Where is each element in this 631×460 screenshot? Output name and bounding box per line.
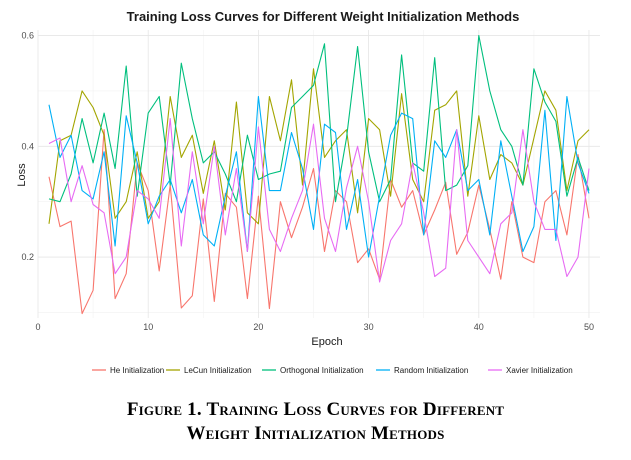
x-tick-label: 10 [143, 322, 153, 332]
series-line-4 [48, 118, 590, 283]
series-line-3 [48, 95, 590, 258]
legend: He Initialization LeCun Initialization Ort… [92, 366, 573, 375]
caption-line-1: Figure 1. Training Loss Curves for Diffe… [126, 399, 505, 420]
y-axis-label: Loss [16, 163, 28, 187]
y-tick-label: 0.4 [21, 141, 34, 151]
y-tick-label: 0.6 [21, 31, 34, 41]
grid [37, 30, 600, 318]
ticks: 0 10 20 30 40 50 0.2 0.4 0.6 [21, 31, 594, 332]
legend-label-1: LeCun Initialization [184, 366, 252, 375]
legend-label-3: Random Initialization [394, 366, 468, 375]
series-layer [48, 34, 590, 315]
y-tick-label: 0.2 [21, 252, 34, 262]
x-tick-label: 20 [253, 322, 263, 332]
series-line-2 [48, 34, 590, 203]
legend-label-0: He Initialization [110, 366, 164, 375]
x-tick-label: 0 [35, 322, 40, 332]
figure-caption: Figure 1. Training Loss Curves for Diffe… [0, 398, 631, 446]
legend-label-4: Xavier Initialization [506, 366, 573, 375]
x-axis-label: Epoch [311, 336, 342, 348]
caption-line-2: Weight Initialization Methods [186, 423, 445, 444]
series-line-0 [48, 129, 590, 315]
x-tick-label: 40 [474, 322, 484, 332]
x-tick-label: 50 [584, 322, 594, 332]
chart-title: Training Loss Curves for Different Weigh… [127, 9, 520, 24]
loss-chart: Training Loss Curves for Different Weigh… [16, 9, 600, 375]
x-tick-label: 30 [364, 322, 374, 332]
legend-label-2: Orthogonal Initialization [280, 366, 364, 375]
